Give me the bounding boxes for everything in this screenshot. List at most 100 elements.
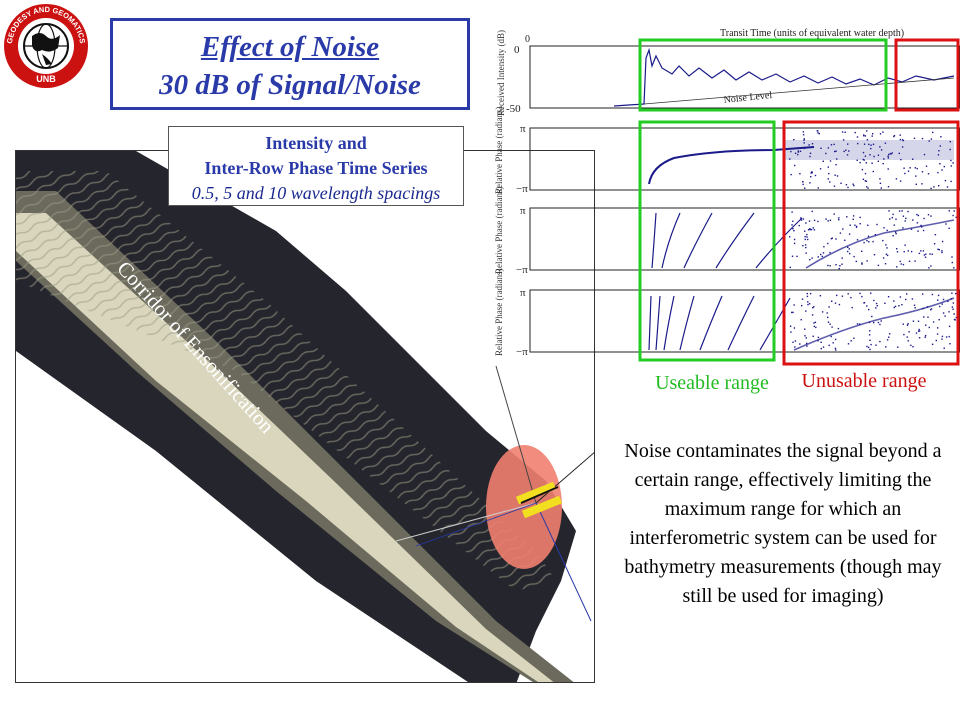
noise-dot — [905, 298, 907, 301]
noise-dot — [863, 241, 865, 244]
noise-dot — [810, 176, 812, 178]
noise-dot — [953, 313, 955, 315]
noise-dot — [950, 165, 952, 167]
noise-dot — [848, 248, 850, 250]
noise-dot — [850, 296, 852, 299]
legend-line-1: Intensity and — [265, 133, 367, 153]
noise-dot — [792, 228, 794, 230]
noise-dot — [879, 323, 881, 326]
phase3-ytick-bottom: −π — [516, 346, 528, 358]
noise-dot — [834, 302, 837, 304]
phase1-ytick-bottom: −π — [516, 183, 528, 195]
noise-dot — [805, 222, 807, 224]
noise-dot — [941, 251, 943, 254]
noise-dot — [865, 162, 867, 164]
noise-dot — [864, 155, 867, 157]
noise-dot — [793, 230, 795, 232]
x-axis-title: Transit Time (units of equivalent water … — [720, 28, 904, 39]
noise-dot — [921, 226, 923, 228]
noise-dot — [807, 301, 809, 303]
noise-dot — [937, 248, 939, 250]
noise-dot — [869, 348, 871, 351]
noise-dot — [955, 316, 957, 319]
noise-dot — [827, 316, 829, 319]
noise-dot — [872, 133, 874, 135]
noise-dot — [797, 151, 800, 153]
noise-dot — [847, 343, 850, 345]
noise-dot — [930, 308, 933, 310]
noise-dot — [807, 238, 809, 241]
noise-dot — [830, 238, 833, 240]
noise-dot — [901, 210, 903, 212]
noise-dot — [840, 182, 842, 184]
noise-dot — [892, 213, 894, 216]
legend-line-2: Inter-Row Phase Time Series — [204, 158, 428, 178]
noise-dot — [790, 331, 792, 333]
noise-dot — [800, 217, 802, 219]
noise-dot — [924, 336, 926, 338]
noise-dot — [859, 223, 861, 225]
noise-dot — [953, 318, 956, 321]
noise-dot — [942, 298, 945, 301]
noise-dot — [793, 242, 796, 245]
noise-dot — [836, 294, 838, 297]
noise-dot — [847, 186, 849, 189]
noise-dot — [916, 213, 918, 216]
noise-dot — [813, 325, 815, 328]
noise-dot — [869, 154, 871, 156]
sonar-transducer-icon — [515, 481, 563, 519]
noise-dot — [852, 183, 854, 185]
noise-dot — [818, 132, 820, 135]
noise-dot — [879, 146, 881, 148]
noise-dot — [903, 167, 905, 169]
noise-dot — [868, 321, 871, 324]
noise-dot — [801, 304, 803, 307]
noise-dot — [888, 210, 890, 212]
noise-dot — [872, 240, 874, 243]
noise-dot — [811, 172, 813, 174]
noise-dot — [873, 254, 876, 256]
noise-dot — [820, 341, 822, 343]
noise-dot — [806, 295, 809, 298]
noise-dot — [941, 169, 943, 171]
noise-dot — [886, 247, 888, 249]
noise-dot — [922, 250, 925, 252]
noise-dot — [833, 213, 835, 215]
noise-dot — [924, 256, 927, 258]
noise-dot — [951, 306, 954, 308]
noise-dot — [891, 216, 893, 219]
noise-dot — [909, 167, 911, 169]
noise-dot — [884, 302, 886, 304]
noise-dot — [931, 343, 934, 345]
noise-dot — [827, 178, 829, 180]
noise-dot — [841, 131, 844, 133]
noise-dot — [916, 167, 918, 170]
page-subtitle: 30 dB of Signal/Noise — [159, 69, 421, 101]
noise-dot — [841, 263, 843, 265]
noise-dot — [812, 335, 814, 337]
noise-dot — [817, 132, 819, 134]
noise-dot — [854, 131, 856, 134]
noise-dot — [921, 183, 923, 185]
phase1-ylabel: Relative Phase (radians) — [494, 107, 504, 194]
noise-dot — [951, 256, 953, 258]
noise-dot — [953, 210, 955, 212]
noise-dot — [887, 168, 889, 170]
noise-dot — [912, 346, 914, 348]
noise-dot — [925, 165, 928, 167]
noise-dot — [938, 319, 940, 321]
noise-dot — [873, 155, 875, 158]
noise-dot — [912, 320, 915, 322]
noise-dot — [855, 225, 858, 228]
noise-dot — [934, 234, 937, 236]
phase2-ylabel: Relative Phase (radians) — [494, 187, 504, 274]
noise-dot — [847, 250, 849, 253]
noise-dot — [861, 262, 863, 264]
noise-dot — [859, 161, 861, 164]
noise-dot — [877, 321, 880, 324]
noise-level-line — [643, 77, 955, 105]
noise-dot — [952, 302, 955, 304]
noise-dot — [817, 336, 820, 339]
phase3-traces — [648, 295, 955, 351]
noise-dot — [811, 143, 814, 145]
